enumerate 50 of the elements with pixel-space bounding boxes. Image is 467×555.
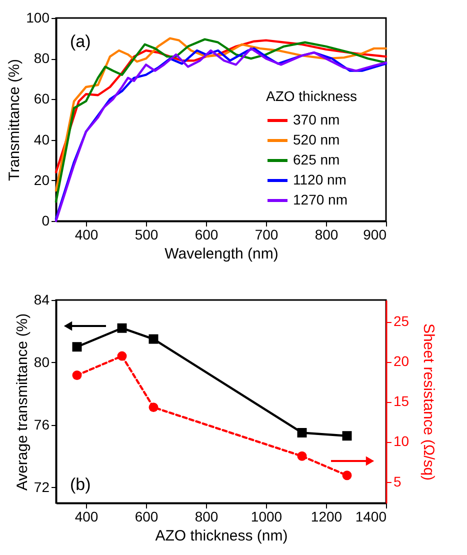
x-tick-label: 700 bbox=[254, 226, 278, 242]
y-tick-label: 84 bbox=[34, 292, 50, 308]
y-axis-title: Average transmittance (%) bbox=[14, 313, 31, 491]
x-tick-label: 600 bbox=[134, 508, 158, 524]
y2-tick-label: 15 bbox=[394, 393, 410, 410]
x-tick-label: 400 bbox=[74, 226, 98, 242]
legend-label: 370 nm bbox=[293, 112, 340, 128]
y-tick-label: 100 bbox=[26, 10, 50, 26]
legend-label: 1120 nm bbox=[293, 172, 346, 188]
legend-label: 520 nm bbox=[293, 132, 340, 148]
annotation: (a) bbox=[70, 32, 91, 51]
y2-axis-title: Sheet resistance (Ω/sq) bbox=[420, 323, 438, 481]
y2-tick-label: 10 bbox=[394, 433, 410, 450]
y-tick-label: 76 bbox=[34, 416, 50, 432]
legend-title: AZO thickness bbox=[266, 88, 358, 104]
x-tick-label: 400 bbox=[74, 508, 98, 524]
legend-label: 1270 nm bbox=[293, 192, 348, 208]
annotation: (b) bbox=[70, 475, 91, 494]
point bbox=[342, 470, 352, 480]
point bbox=[117, 323, 127, 333]
x-axis-title: AZO thickness (nm) bbox=[155, 528, 288, 544]
point bbox=[297, 451, 307, 461]
x-axis-title: Wavelength (nm) bbox=[164, 246, 278, 262]
point bbox=[297, 428, 307, 438]
y-tick-label: 40 bbox=[34, 131, 50, 148]
point bbox=[342, 431, 352, 441]
y2-tick-label: 5 bbox=[394, 473, 402, 490]
y-tick-label: 80 bbox=[34, 50, 50, 66]
y-axis-title: Transmittance (%) bbox=[6, 59, 24, 181]
y2-tick-label: 20 bbox=[394, 353, 410, 370]
x-tick-label: 800 bbox=[314, 226, 338, 242]
x-tick-label: 800 bbox=[194, 508, 218, 524]
y-tick-label: 0 bbox=[42, 212, 50, 228]
y-tick-label: 72 bbox=[34, 478, 50, 495]
x-tick-label: 1000 bbox=[250, 508, 282, 524]
y-tick-label: 80 bbox=[34, 354, 50, 370]
x-tick-label: 500 bbox=[134, 226, 158, 242]
y2-tick-label: 25 bbox=[394, 313, 410, 330]
y-tick-label: 60 bbox=[34, 90, 50, 107]
point bbox=[72, 342, 82, 352]
point bbox=[148, 334, 158, 344]
x-tick-label: 1400 bbox=[355, 508, 387, 524]
point bbox=[117, 351, 127, 361]
legend-label: 625 nm bbox=[293, 152, 340, 168]
x-tick-label: 1200 bbox=[310, 508, 342, 524]
point bbox=[72, 370, 82, 380]
x-tick-label: 600 bbox=[194, 226, 218, 242]
x-tick-label: 900 bbox=[363, 226, 387, 242]
y-tick-label: 20 bbox=[34, 172, 50, 188]
point bbox=[148, 402, 158, 412]
